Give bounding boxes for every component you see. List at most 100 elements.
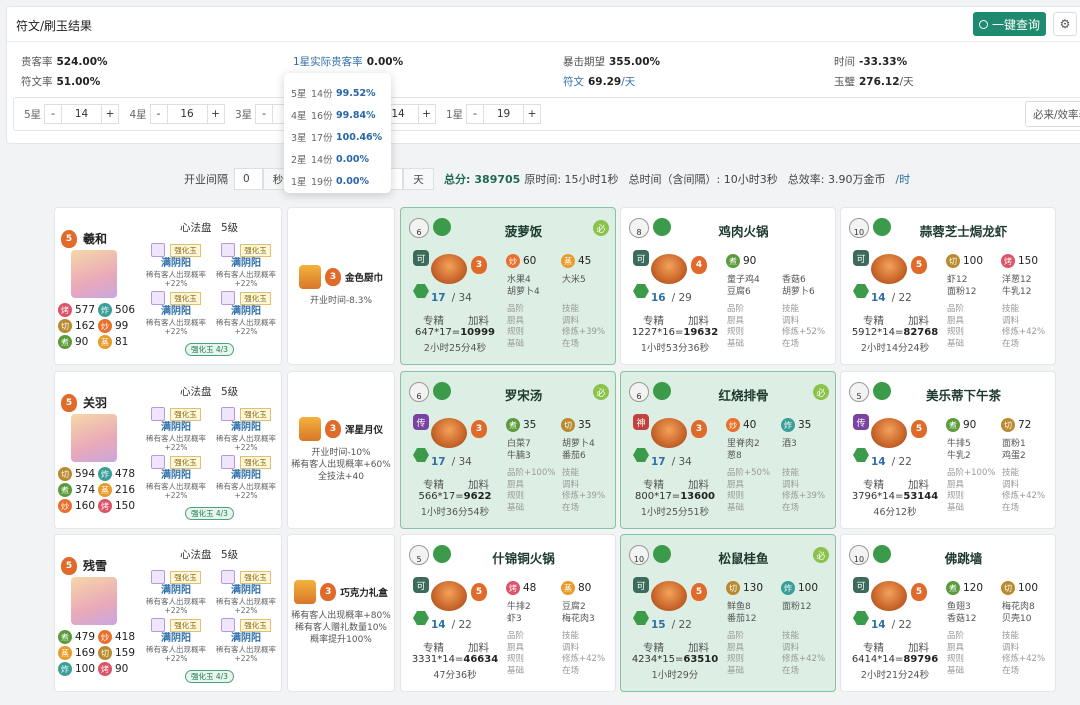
bonus-tag: 厨具: [727, 479, 745, 490]
ingredient: 香菇6: [782, 275, 806, 285]
slot-desc: 稀有客人出现概率: [216, 597, 276, 606]
bonus-tag: 调料: [562, 315, 580, 326]
plus-button[interactable]: +: [417, 104, 436, 124]
chef-skill: 炒 418: [98, 629, 138, 645]
panel-title: 符文/刷玉结果: [16, 19, 93, 33]
topping-label: 加料: [908, 642, 929, 654]
skill-icon: 炸: [98, 303, 112, 317]
skill-icon: 切: [98, 646, 112, 660]
cook-time: 1小时29分: [651, 670, 699, 681]
slot-tag: 强化玉: [170, 570, 201, 584]
settings-button[interactable]: ⚙: [1053, 12, 1077, 36]
bonus-tag: 基础: [507, 665, 525, 676]
minus-button[interactable]: -: [149, 104, 168, 124]
slot-icon: [221, 618, 236, 632]
skill-value: 48: [523, 582, 537, 594]
unit-day: 天: [403, 168, 434, 190]
slot-name: 满阴阳: [231, 306, 261, 317]
minus-button[interactable]: -: [255, 104, 273, 124]
table-button[interactable]: 必来/效率表: [1025, 101, 1080, 127]
plus-button[interactable]: +: [206, 104, 225, 124]
bonus-tag: 在场: [1002, 502, 1020, 513]
score: 13600: [680, 491, 715, 502]
rarity-badge: 传: [853, 414, 869, 430]
plus-button[interactable]: +: [523, 104, 541, 124]
bonus-tag: 技能: [1002, 631, 1020, 641]
equip-head: 3 浑星月仪: [298, 417, 383, 441]
bonus-tags: 品阶 厨具 规则 基础 技能 调料 修炼+42% 在场: [727, 629, 835, 676]
popup-count: 16份: [311, 111, 333, 122]
minus-button[interactable]: -: [466, 104, 484, 124]
slot-name: 满阴阳: [231, 633, 261, 644]
panel-level: 5级: [221, 386, 239, 398]
plus-button[interactable]: +: [101, 104, 119, 124]
recipe-skills: 炒 40 炸 35: [726, 418, 835, 432]
slot-tag: 强化玉: [240, 570, 271, 584]
bonus-tag: 修炼+39%: [562, 327, 606, 337]
grade-icon: [433, 382, 451, 400]
chef-skill: 切 594: [58, 466, 98, 482]
stat-label: 暴击期望: [563, 56, 605, 68]
grade-icon: [653, 545, 671, 563]
bonus-tag: 基础: [947, 338, 965, 349]
bonus-tag: 厨具: [507, 479, 525, 490]
equip-level: 3: [324, 420, 341, 438]
recipe-name: 美乐蒂下午茶: [925, 388, 1001, 403]
dish-image: [431, 254, 467, 284]
popup-rate: 100.46%: [336, 131, 383, 143]
cook-time: 47分36秒: [433, 670, 477, 681]
bonus-tag: 规则: [507, 327, 525, 337]
hex-badge: [853, 611, 869, 625]
slot-grid: 强化玉 满阴阳 稀有客人出现概率 +22% 强化玉 满阴阳 稀有客人出现概率 +22% 强化玉满…: [141, 406, 281, 502]
recipe-skill: 煮 120: [946, 581, 1001, 595]
query-button[interactable]: 一键查询: [973, 12, 1046, 36]
ingredient: 鸡蛋2: [1002, 451, 1026, 461]
recipe-skill: 切 100: [946, 254, 1001, 268]
interval-input[interactable]: 0: [234, 168, 263, 190]
score-formula: 4234*15=63510: [621, 654, 729, 665]
skill-value: 162: [75, 320, 96, 332]
ingredient: 豆腐6: [727, 287, 751, 297]
popup-rate: 99.52%: [336, 87, 376, 99]
slot-tag: 强化玉: [240, 291, 271, 305]
bonus-tag: 修炼+42%: [562, 654, 606, 664]
slot-tag: 强化玉: [170, 243, 201, 257]
skill-icon: 煮: [58, 630, 72, 644]
bonus-tag: 基础: [727, 502, 745, 513]
stat-label: 符文: [563, 76, 584, 88]
stepper-value[interactable]: 19: [484, 104, 523, 124]
stepper-value[interactable]: 14: [62, 104, 101, 124]
bonus-tag: 技能: [1002, 304, 1020, 314]
score: 82768: [903, 327, 939, 338]
score-formula: 647*17=10999: [401, 327, 509, 338]
recipe-level: 5: [911, 583, 927, 601]
must-icon: 必: [593, 220, 609, 236]
stat-value: 51.00%: [56, 76, 101, 88]
score: 19632: [683, 327, 719, 338]
equip-level: 3: [324, 268, 341, 286]
chef-card: 5 关羽 心法盘 5级 强化玉 满阴阳 稀有客人出现概率 +22% 强化玉 满阴阳 稀有客人出…: [54, 371, 282, 529]
bonus-tag: 技能: [562, 631, 580, 641]
cook-time: 2小时25分4秒: [423, 343, 487, 354]
recipe-level: 3: [471, 256, 487, 274]
ingredient: 牛乳2: [947, 451, 971, 461]
specialty-label: 专精: [423, 479, 444, 491]
stepper-row: 5星 -14+4星 -16+3星 -17+2星 -14+1星 -19+必来/效率…: [13, 97, 1080, 131]
chef-avatar: [71, 250, 117, 298]
minus-button[interactable]: -: [44, 104, 62, 124]
recipe-level: 5: [911, 420, 927, 438]
recipe-skill: 炒 60: [506, 254, 561, 268]
specialty-label: 专精: [863, 315, 884, 327]
stepper-label: 1星: [446, 108, 464, 121]
rarity-badge: 可: [633, 250, 649, 266]
recipe-card: 6 罗宋汤 必 传 3 17/ 34 煮 35 切 35 白菜7 胡萝卜4 牛腩3 番茄6 品阶…: [400, 371, 616, 529]
formula: 4234*15=: [631, 654, 684, 665]
bonus-tags: 品阶+50% 厨具 规则 基础 技能 调料 修炼+39% 在场: [727, 466, 835, 513]
stepper-value[interactable]: 16: [167, 104, 207, 124]
query-label[interactable]: 一键查询: [991, 17, 1040, 32]
bonus-tag: 规则: [727, 327, 745, 337]
bonus-tag: 在场: [562, 665, 580, 676]
formula: 1227*16=: [631, 327, 684, 338]
panel-label: 心法盘: [180, 386, 212, 398]
recipe-level: 4: [691, 256, 707, 274]
